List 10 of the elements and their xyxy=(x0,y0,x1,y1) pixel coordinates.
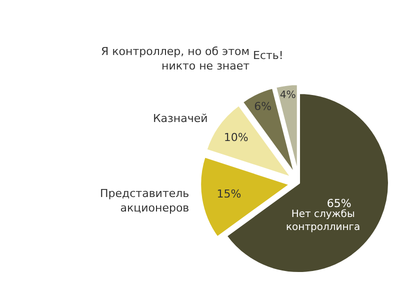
slice-label: Я контроллер, но об этом никто не знает xyxy=(101,45,250,72)
data-label: 10% xyxy=(224,130,248,144)
slice-label: Представитель акционеров xyxy=(100,187,190,214)
data-label: 15% xyxy=(216,188,242,201)
data-label: 6% xyxy=(254,100,272,113)
slice-label: Казначей xyxy=(153,112,208,125)
slice-label: Нет службы контроллинга xyxy=(286,209,360,233)
slice-label: Есть! xyxy=(253,49,284,62)
data-label: 4% xyxy=(280,90,296,101)
data-label: 65% xyxy=(326,196,352,210)
